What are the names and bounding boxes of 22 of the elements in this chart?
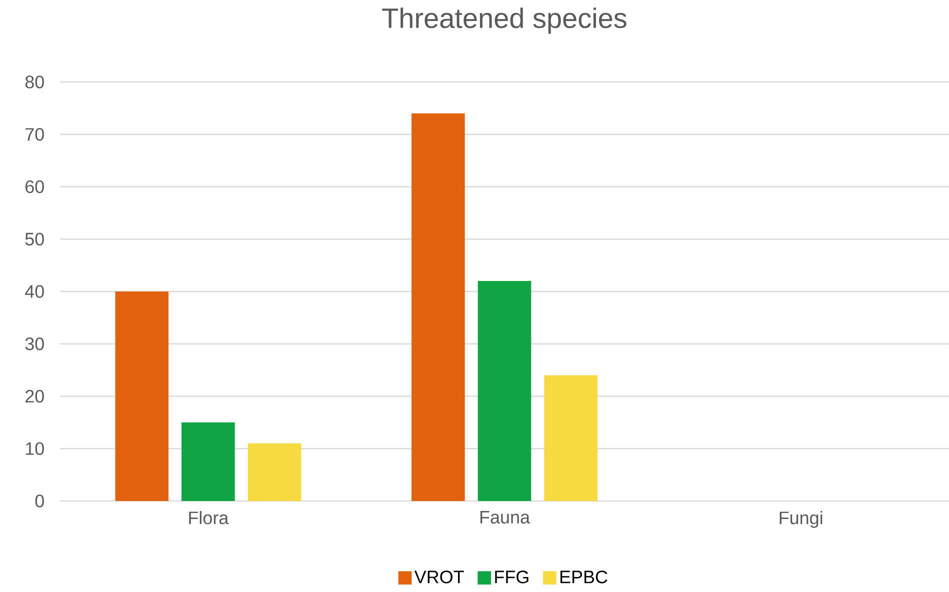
legend-label: FFG <box>495 570 528 584</box>
y-tick-label: 0 <box>35 494 44 508</box>
x-tick-label: Fauna <box>480 511 530 524</box>
x-tick-label: Fungi <box>780 511 822 528</box>
y-tick-label: 70 <box>26 128 44 141</box>
y-tick-label: 60 <box>26 180 44 194</box>
y-tick-label: 80 <box>25 76 44 88</box>
bar <box>544 375 598 501</box>
x-tick-label: Flora <box>189 511 229 524</box>
legend-label: VROT <box>414 570 464 584</box>
y-tick-label: 20 <box>26 390 44 403</box>
bar <box>115 291 169 501</box>
y-tick-label: 10 <box>26 442 44 455</box>
bar <box>478 281 532 501</box>
bar <box>182 422 235 501</box>
y-tick-label: 30 <box>25 337 44 350</box>
bar <box>412 113 465 501</box>
legend-label: EPBC <box>560 570 608 584</box>
y-tick-label: 50 <box>25 232 44 246</box>
chart-title: Threatened species <box>382 8 626 34</box>
y-tick-label: 40 <box>25 285 44 298</box>
bar <box>248 443 302 501</box>
